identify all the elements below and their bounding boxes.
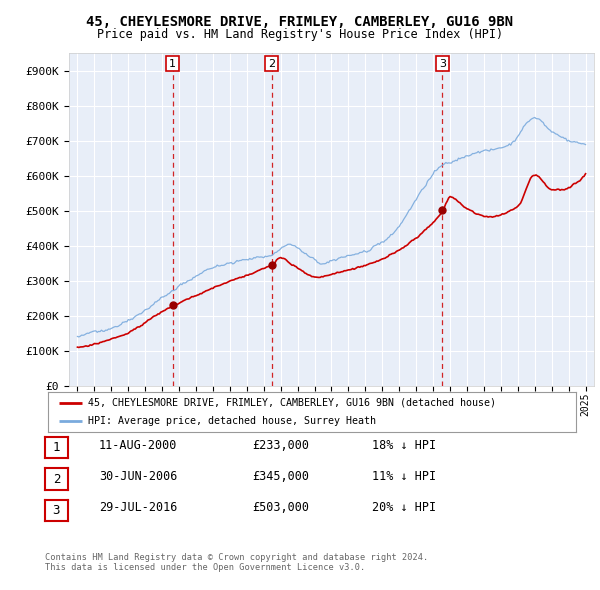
Text: Contains HM Land Registry data © Crown copyright and database right 2024.: Contains HM Land Registry data © Crown c… — [45, 553, 428, 562]
Text: £233,000: £233,000 — [252, 439, 309, 452]
Text: 11-AUG-2000: 11-AUG-2000 — [99, 439, 178, 452]
Text: 1: 1 — [169, 58, 176, 68]
Text: 30-JUN-2006: 30-JUN-2006 — [99, 470, 178, 483]
Text: 45, CHEYLESMORE DRIVE, FRIMLEY, CAMBERLEY, GU16 9BN: 45, CHEYLESMORE DRIVE, FRIMLEY, CAMBERLE… — [86, 15, 514, 29]
Text: 18% ↓ HPI: 18% ↓ HPI — [372, 439, 436, 452]
Text: 29-JUL-2016: 29-JUL-2016 — [99, 502, 178, 514]
Text: 2: 2 — [53, 473, 60, 486]
Text: Price paid vs. HM Land Registry's House Price Index (HPI): Price paid vs. HM Land Registry's House … — [97, 28, 503, 41]
Text: 11% ↓ HPI: 11% ↓ HPI — [372, 470, 436, 483]
Text: 1: 1 — [53, 441, 60, 454]
Text: 20% ↓ HPI: 20% ↓ HPI — [372, 502, 436, 514]
Text: 3: 3 — [439, 58, 446, 68]
Text: 2: 2 — [268, 58, 275, 68]
Text: 3: 3 — [53, 504, 60, 517]
Text: £345,000: £345,000 — [252, 470, 309, 483]
Text: This data is licensed under the Open Government Licence v3.0.: This data is licensed under the Open Gov… — [45, 563, 365, 572]
Text: £503,000: £503,000 — [252, 502, 309, 514]
Text: HPI: Average price, detached house, Surrey Heath: HPI: Average price, detached house, Surr… — [88, 416, 376, 426]
Text: 45, CHEYLESMORE DRIVE, FRIMLEY, CAMBERLEY, GU16 9BN (detached house): 45, CHEYLESMORE DRIVE, FRIMLEY, CAMBERLE… — [88, 398, 496, 408]
